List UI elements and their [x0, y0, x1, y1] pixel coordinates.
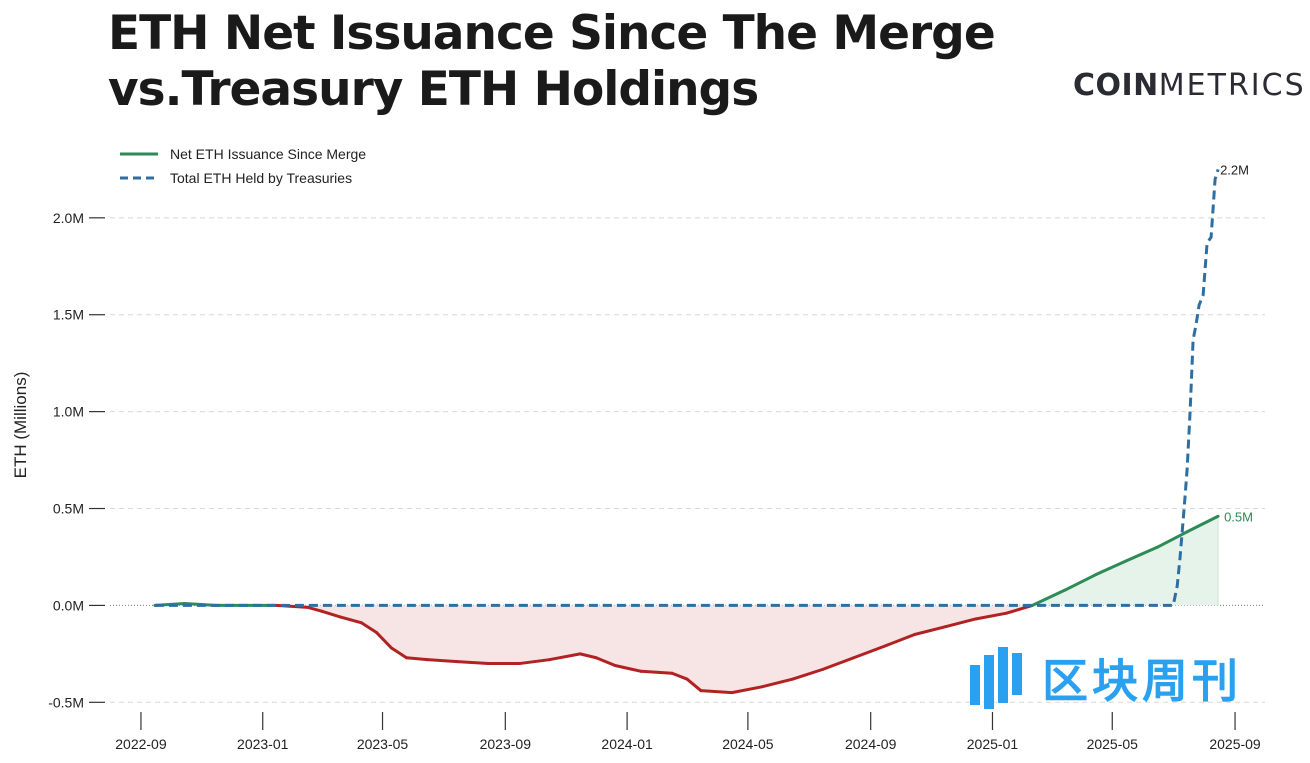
net-issuance-segment: [699, 689, 734, 695]
treasury-end-label: 2.2M: [1220, 162, 1249, 177]
x-tick-label: 2024-01: [601, 736, 653, 752]
chart-title: ETH Net Issuance Since The Merge vs.Trea…: [108, 6, 996, 118]
net-issuance-segment: [547, 652, 582, 662]
x-tick-label: 2025-05: [1087, 736, 1139, 752]
net-issuance-end-label: 0.5M: [1224, 509, 1253, 524]
x-tick-label: 2025-09: [1209, 736, 1261, 752]
watermark: 区块周刊: [968, 640, 1288, 716]
treasury-holdings-line: [154, 168, 1220, 607]
watermark-text: 区块周刊: [1042, 654, 1242, 708]
net-issuance-segment: [974, 611, 1008, 621]
y-tick-label: 2.0M: [53, 210, 84, 226]
net-issuance-segment: [730, 685, 764, 695]
x-tick-label: 2024-09: [845, 736, 897, 752]
net-issuance-segment: [320, 609, 343, 619]
y-tick-label: -0.5M: [48, 694, 84, 710]
net-issuance-segment: [670, 671, 689, 681]
x-tick-label: 2023-09: [480, 736, 532, 752]
coinmetrics-logo: COINMETRICS: [1073, 68, 1306, 103]
net-issuance-segment: [1094, 559, 1128, 576]
x-tick-label: 2022-09: [115, 736, 167, 752]
title-line-2: vs.Treasury ETH Holdings: [108, 62, 759, 117]
title-line-1: ETH Net Issuance Since The Merge: [108, 6, 996, 61]
x-tick-label: 2023-01: [237, 736, 289, 752]
x-tick-label: 2023-05: [357, 736, 409, 752]
y-axis-title: ETH (Millions): [11, 372, 30, 479]
net-issuance-segment: [306, 605, 324, 613]
positive-area-fill: [154, 516, 1219, 606]
net-issuance-segment: [594, 656, 617, 667]
legend-label-net-issuance: Net ETH Issuance Since Merge: [170, 146, 366, 162]
net-issuance-segment: [613, 663, 643, 673]
net-issuance-segment: [639, 669, 674, 675]
net-issuance-segment: [1124, 545, 1159, 563]
net-issuance-segment: [517, 658, 551, 666]
net-issuance-segment: [913, 625, 948, 636]
x-tick-label: 2024-05: [722, 736, 774, 752]
brand-thin: METRICS: [1158, 68, 1306, 103]
net-issuance-segment: [1155, 530, 1189, 549]
watermark-logo-icon: [970, 647, 1022, 709]
axis-layer: -0.5M 0.0M 0.5M 1.0M 1.5M 2.0M 2022-09 2023-01 2…: [48, 210, 1261, 752]
legend: Net ETH Issuance Since Merge Total ETH H…: [120, 146, 366, 186]
legend-label-treasury: Total ETH Held by Treasuries: [170, 170, 352, 186]
y-tick-label: 1.5M: [53, 307, 84, 323]
y-tick-label: 0.0M: [53, 597, 84, 613]
net-issuance-segment: [852, 644, 887, 660]
area-layer: [154, 516, 1219, 693]
net-issuance-segment: [760, 677, 795, 689]
net-issuance-segment: [404, 656, 429, 662]
net-issuance-segment: [578, 652, 598, 660]
net-issuance-segment: [455, 660, 490, 666]
net-issuance-segment: [883, 632, 917, 648]
y-tick-label: 0.5M: [53, 501, 84, 517]
net-issuance-segment: [375, 631, 394, 650]
net-issuance-segment: [425, 658, 459, 664]
y-tick-label: 1.0M: [53, 404, 84, 420]
net-issuance-segment: [944, 617, 978, 629]
net-issuance-segment: [821, 656, 856, 671]
x-tick-label: 2025-01: [967, 736, 1019, 752]
net-issuance-segment: [1030, 588, 1067, 607]
net-issuance-segment: [1063, 572, 1098, 592]
net-issuance-segment: [685, 677, 703, 693]
line-layer: 2.2M 0.5M: [153, 162, 1253, 695]
brand-bold: COIN: [1073, 68, 1159, 103]
net-issuance-segment: [390, 646, 408, 660]
net-issuance-segment: [791, 667, 825, 681]
net-issuance-segment: [339, 615, 364, 625]
net-issuance-segment: [1185, 514, 1220, 534]
negative-area-fill: [154, 605, 1219, 693]
net-issuance-segment: [360, 621, 379, 635]
